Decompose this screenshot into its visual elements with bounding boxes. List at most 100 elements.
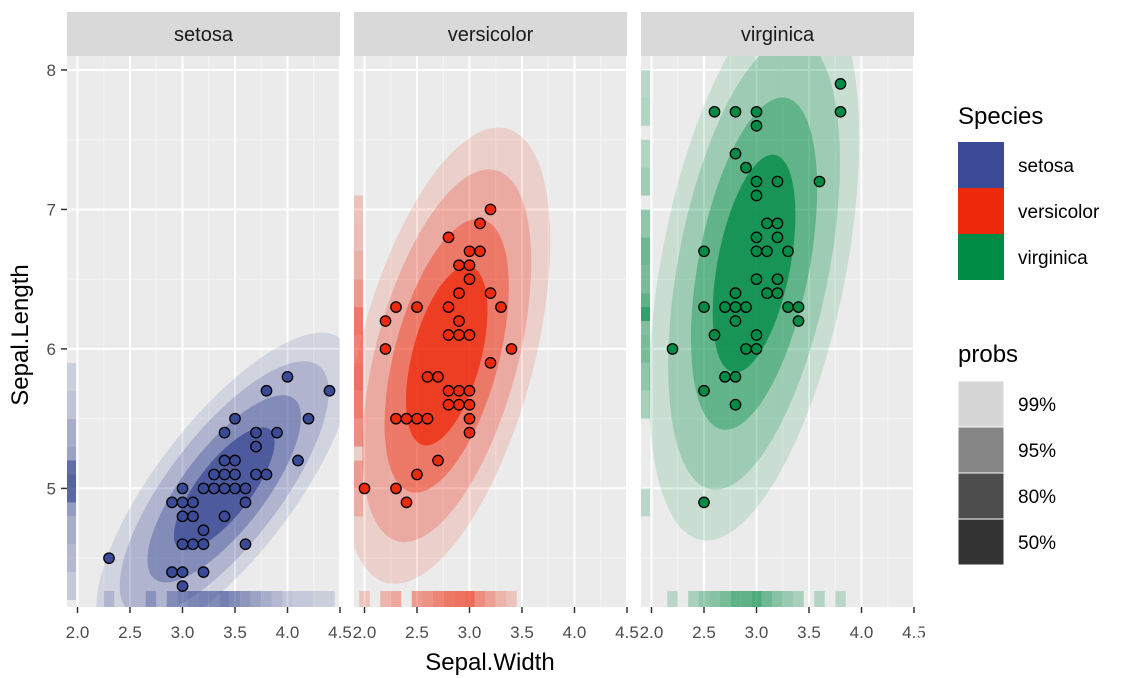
facet-strip-label: setosa [174,24,234,46]
data-point [176,566,189,578]
data-point [666,343,679,355]
data-point [729,147,742,160]
data-point [750,105,763,118]
data-point [103,552,115,565]
rug-y-segment [354,307,363,335]
data-point [453,315,465,327]
data-point [719,301,731,313]
panel-background [641,56,914,607]
data-point [421,370,434,383]
y-tick-label: 8 [47,61,56,80]
data-point [281,370,294,383]
facet-strip [641,12,914,56]
data-point [729,398,742,411]
legend-key-prob [957,518,1005,566]
legend-key-setosa [958,142,1004,188]
data-point [250,426,262,439]
rug-x-segment [250,591,262,607]
data-point [411,468,423,481]
rug-x-segment [772,591,783,607]
y-tick-label: 7 [47,200,56,219]
x-tick-label: 2.0 [640,623,664,642]
rug-x-segment [761,591,773,607]
data-point [698,301,710,313]
rug-x-segment [422,591,433,607]
rug-y-segment [67,446,76,475]
data-point [740,161,752,174]
data-point [432,370,444,383]
data-point [453,398,465,411]
data-point [505,343,518,355]
x-tick-label: 4.5 [615,623,639,642]
data-point [484,287,497,299]
x-tick-label: 3.5 [797,623,821,642]
data-point [463,384,476,397]
facet-strip [354,12,627,56]
x-tick-label: 3.0 [745,623,769,642]
facet-strip-label: versicolor [448,24,534,46]
data-point [750,245,763,258]
rug-y-segment [354,223,363,252]
x-tick-label: 2.5 [118,623,142,642]
data-point [474,245,486,258]
x-tick-label: 2.5 [692,623,716,642]
data-point [834,78,847,90]
rug-x-segment [719,591,731,607]
rug-x-segment [740,591,752,607]
legend-key-prob [957,380,1005,428]
data-points [358,203,518,509]
rug-x-segment [453,591,465,607]
data-point [750,343,763,355]
rug-x-segment [292,591,304,607]
rug-bands [641,69,846,607]
density-band-50pct [406,266,488,446]
data-point [390,482,402,495]
data-point [792,301,805,313]
rug-x-segment [709,591,720,607]
data-point [474,217,486,230]
rug-y-segment [67,418,76,447]
rug-y-segment [641,362,650,391]
x-tick-label: 4.5 [328,623,352,642]
data-point [442,231,455,244]
data-point [771,175,784,188]
data-point [750,175,763,188]
rug-x-segment [667,591,678,607]
rug-x-segment [730,591,741,607]
rug-y-segment [641,69,650,98]
y-axis-title: Sepal.Length [7,264,34,405]
legend-key-prob [957,472,1005,520]
data-point [463,426,476,439]
data-point [292,454,304,467]
rug-x-segment [698,591,710,607]
data-point [218,510,231,523]
rug-y-segment [641,139,650,168]
rug-x-segment [443,591,454,607]
data-point [176,482,189,495]
rug-x-segment [208,591,220,607]
legend-label-versicolor: versicolor [1018,202,1100,223]
legend-label-prob: 50% [1018,533,1056,554]
data-point [218,468,231,481]
data-point [187,510,199,523]
data-point [463,412,476,425]
rug-x-segment [474,591,486,607]
data-point [771,273,784,286]
data-point [197,524,210,537]
facet-panels: setosa versicolor virginica [67,12,915,607]
x-tick-label: 4.0 [850,623,874,642]
x-tick-label: 4.5 [902,623,926,642]
data-point [323,384,336,397]
data-point [379,343,392,355]
rug-x-segment [411,591,423,607]
data-point [453,259,465,272]
legend-label-prob: 80% [1018,487,1056,508]
rug-x-segment [303,591,314,607]
data-point [719,370,731,383]
facet-versicolor: versicolor [354,12,628,607]
data-points [103,370,336,592]
data-point [176,510,189,523]
data-point [229,412,241,425]
data-point [390,301,402,313]
data-point [453,287,465,299]
